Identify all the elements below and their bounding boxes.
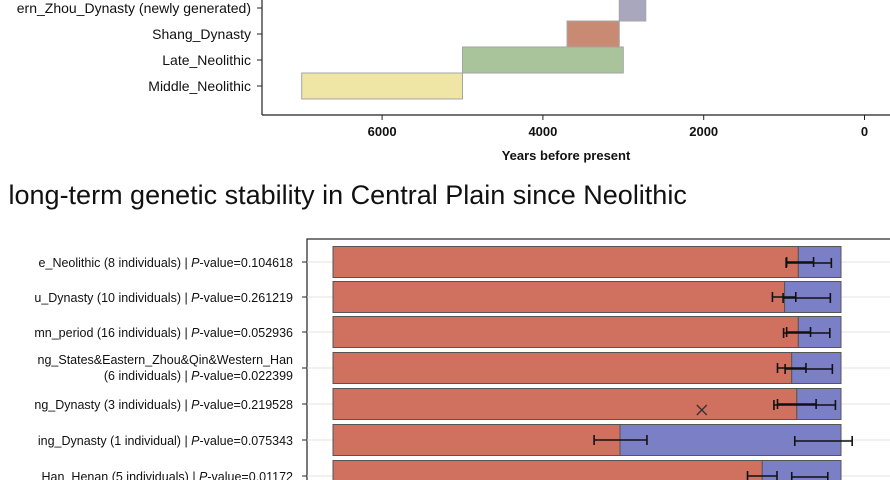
bar-segment-1 [332, 460, 763, 480]
bar-segment-1 [332, 352, 793, 384]
period-bar [462, 46, 624, 74]
row-label: (6 individuals) | P-value=0.022399 [104, 369, 293, 383]
x-tick-label: 6000 [368, 124, 397, 139]
ancestry-chart: e_Neolithic (8 individuals) | P-value=0.… [34, 238, 890, 480]
row-label: ng_Dynasty (3 individuals) | P-value=0.2… [34, 398, 293, 412]
row-label: mn_period (16 individuals) | P-value=0.0… [34, 326, 293, 340]
row-label: u_Dynasty (10 individuals) | P-value=0.2… [34, 291, 293, 305]
row-label: ing_Dynasty (1 individual) | P-value=0.0… [38, 434, 293, 448]
period-bar [301, 72, 464, 100]
period-label: Shang_Dynasty [152, 26, 251, 42]
panel-heading: e long-term genetic stability in Central… [0, 180, 687, 210]
period-bar [618, 0, 647, 22]
bar-segment-1 [332, 246, 799, 278]
bar-segment-1 [332, 316, 799, 348]
bar-segment-1 [332, 281, 786, 313]
bar-segment-2 [619, 424, 842, 456]
period-label: Middle_Neolithic [148, 78, 251, 94]
row-label: Han_Henan (5 individuals) | P-value=0.01… [42, 470, 294, 480]
cross-marker [696, 404, 708, 416]
period-label: Late_Neolithic [162, 52, 251, 68]
row-label-line: ng_States&Eastern_Zhou&Qin&Western_Han [38, 353, 294, 367]
period-bar [566, 20, 620, 48]
bar-segment-1 [332, 424, 621, 456]
bar-segment-1 [332, 388, 798, 420]
x-axis-title: Years before present [502, 148, 631, 163]
plot-frame [306, 238, 890, 480]
period-label: ern_Zhou_Dynasty (newly generated) [17, 0, 251, 16]
x-tick-label: 2000 [689, 124, 718, 139]
x-tick-label: 4000 [528, 124, 557, 139]
row-label: e_Neolithic (8 individuals) | P-value=0.… [39, 256, 293, 270]
timeline-chart: ern_Zhou_Dynasty (newly generated) Shang_… [17, 0, 890, 163]
x-tick-label: 0 [861, 124, 868, 139]
